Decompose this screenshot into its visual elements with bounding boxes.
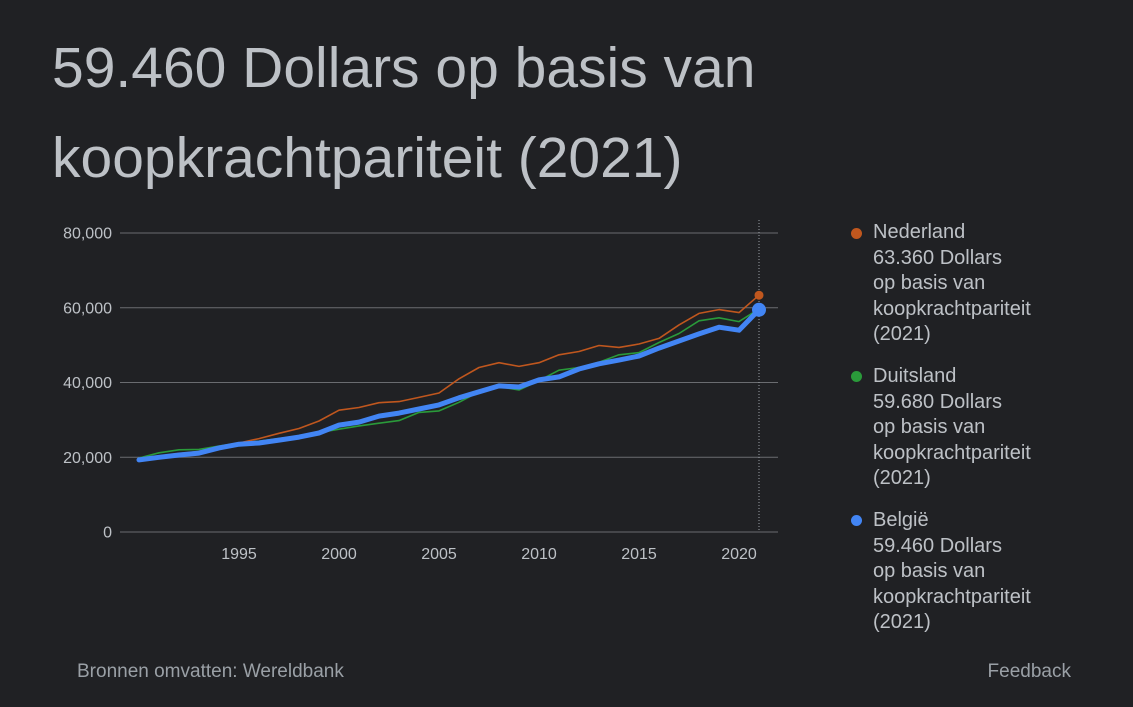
- legend-series-name: Duitsland: [873, 364, 957, 387]
- legend-dot-nederland: [851, 227, 862, 239]
- legend-item-belgie[interactable]: België 59.460 Dollars op basis van koopk…: [851, 508, 1031, 636]
- x-tick-label: 1995: [221, 546, 257, 563]
- legend-text: Nederland 63.360 Dollars op basis van ko…: [873, 220, 1031, 348]
- x-tick-label: 2005: [421, 546, 457, 563]
- x-tick-label: 2020: [721, 546, 757, 563]
- y-tick-label: 60,000: [63, 300, 112, 317]
- legend-dot-duitsland: [851, 371, 862, 383]
- legend-series-name: Nederland: [873, 221, 966, 243]
- legend-series-value: 59.460 Dollars op basis van koopkrachtpa…: [873, 534, 1031, 634]
- panel-title: 59.460 Dollars op basis van koopkrachtpa…: [52, 36, 756, 190]
- x-tick-label: 2010: [521, 546, 557, 563]
- y-tick-label: 0: [103, 525, 112, 542]
- legend-text: Duitsland 59.680 Dollars op basis van ko…: [873, 364, 1031, 492]
- y-tick-label: 40,000: [63, 375, 112, 392]
- legend-item-nederland[interactable]: Nederland 63.360 Dollars op basis van ko…: [851, 220, 1031, 348]
- chart-legend: Nederland 63.360 Dollars op basis van ko…: [851, 220, 1031, 636]
- legend-series-name: België: [873, 508, 929, 531]
- x-tick-label: 2015: [621, 546, 657, 563]
- legend-series-value: 63.360 Dollars op basis van koopkrachtpa…: [873, 246, 1031, 346]
- end-point-belgie: [752, 302, 766, 317]
- legend-dot-belgie: [851, 515, 862, 527]
- x-tick-label: 2000: [321, 546, 357, 563]
- legend-text: België 59.460 Dollars op basis van koopk…: [873, 508, 1031, 636]
- end-point-nederland: [754, 290, 764, 300]
- line-chart[interactable]: 0 20,000 40,000 60,000 80,000 1995 2000 2005 201…: [0, 0, 800, 580]
- y-tick-label: 80,000: [63, 226, 112, 243]
- source-attribution: Bronnen omvatten: Wereldbank: [77, 661, 344, 682]
- y-tick-label: 20,000: [63, 450, 112, 467]
- legend-item-duitsland[interactable]: Duitsland 59.680 Dollars op basis van ko…: [851, 364, 1031, 492]
- legend-series-value: 59.680 Dollars op basis van koopkrachtpa…: [873, 390, 1031, 490]
- feedback-link[interactable]: Feedback: [987, 661, 1071, 682]
- series-line-nederland: [138, 294, 760, 460]
- series-line-duitsland: [138, 308, 760, 459]
- series-line-belgie: [136, 307, 762, 463]
